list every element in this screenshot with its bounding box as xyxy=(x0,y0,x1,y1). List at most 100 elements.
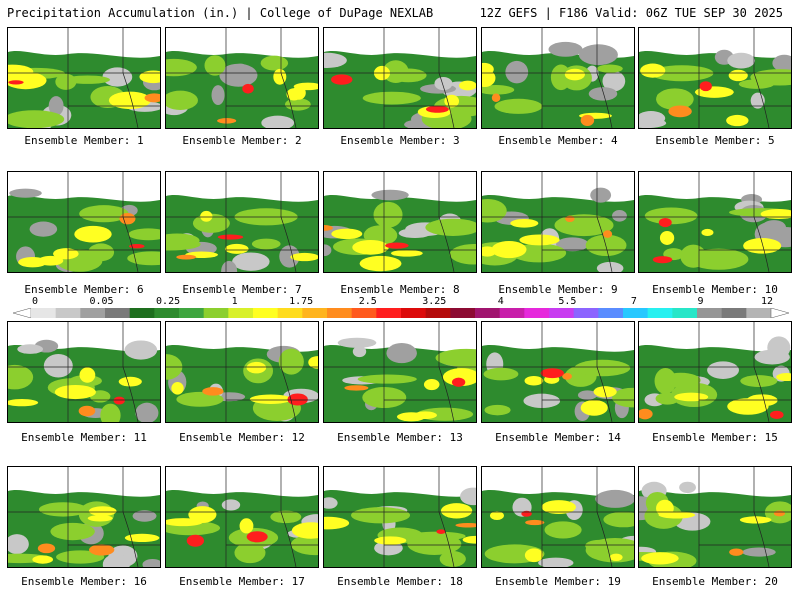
precip-map xyxy=(166,28,318,128)
member-label: Ensemble Member: 13 xyxy=(337,431,463,444)
legend-swatch xyxy=(573,308,599,318)
legend-swatch xyxy=(351,308,377,318)
precip-map xyxy=(324,28,476,128)
legend-swatch xyxy=(598,308,624,318)
precip-map xyxy=(639,467,791,567)
precip-map xyxy=(166,467,318,567)
legend-swatch xyxy=(697,308,723,318)
legend-tick: 0.05 xyxy=(89,296,114,307)
precip-map xyxy=(166,172,318,272)
member-label: Ensemble Member: 4 xyxy=(498,134,618,147)
member-map-panel xyxy=(638,321,792,423)
member-label: Ensemble Member: 17 xyxy=(179,575,305,588)
member-label: Ensemble Member: 15 xyxy=(652,431,778,444)
legend-tick: 0.25 xyxy=(156,296,181,307)
legend-swatch xyxy=(203,308,229,318)
legend-swatch xyxy=(228,308,254,318)
member-label: Ensemble Member: 14 xyxy=(495,431,621,444)
legend-swatch xyxy=(80,308,106,318)
precip-map xyxy=(639,322,791,422)
chart-title: Precipitation Accumulation (in.) | Colle… xyxy=(7,6,434,20)
legend-swatch xyxy=(302,308,328,318)
member-label: Ensemble Member: 12 xyxy=(179,431,305,444)
member-label: Ensemble Member: 16 xyxy=(21,575,147,588)
member-map-panel xyxy=(638,27,792,129)
legend-swatch xyxy=(253,308,279,318)
legend-tick: 4 xyxy=(497,296,504,307)
precip-map xyxy=(482,172,634,272)
legend-swatch xyxy=(450,308,476,318)
legend-low-arrow xyxy=(13,308,32,318)
member-map-panel xyxy=(7,27,161,129)
legend-color-bar xyxy=(13,308,789,318)
member-label: Ensemble Member: 1 xyxy=(24,134,144,147)
precip-map xyxy=(482,28,634,128)
legend-tick: 3.25 xyxy=(422,296,447,307)
member-map-panel xyxy=(165,466,319,568)
member-map-panel xyxy=(165,321,319,423)
member-label: Ensemble Member: 11 xyxy=(21,431,147,444)
legend-swatch xyxy=(746,308,772,318)
legend-swatch xyxy=(401,308,427,318)
member-label: Ensemble Member: 5 xyxy=(655,134,775,147)
legend-high-arrow xyxy=(770,308,789,318)
legend-tick: 2.5 xyxy=(358,296,377,307)
precip-map xyxy=(324,172,476,272)
legend-tick: 5.5 xyxy=(558,296,577,307)
legend-swatch xyxy=(524,308,550,318)
member-label: Ensemble Member: 10 xyxy=(652,283,778,296)
precip-map xyxy=(639,172,791,272)
member-map-panel xyxy=(481,171,635,273)
member-map-panel xyxy=(638,171,792,273)
legend-swatch xyxy=(31,308,57,318)
member-map-panel xyxy=(638,466,792,568)
legend-swatch xyxy=(425,308,451,318)
member-map-panel xyxy=(323,171,477,273)
member-map-panel xyxy=(481,27,635,129)
precip-map xyxy=(166,322,318,422)
legend-tick: 12 xyxy=(760,296,774,307)
legend-swatch xyxy=(277,308,303,318)
member-map-panel xyxy=(7,321,161,423)
member-label: Ensemble Member: 8 xyxy=(340,283,460,296)
legend-swatch xyxy=(499,308,525,318)
member-map-panel xyxy=(7,171,161,273)
member-label: Ensemble Member: 6 xyxy=(24,283,144,296)
member-label: Ensemble Member: 9 xyxy=(498,283,618,296)
member-label: Ensemble Member: 18 xyxy=(337,575,463,588)
precip-map xyxy=(482,322,634,422)
legend-tick: 1.75 xyxy=(289,296,314,307)
run-valid-time: 12Z GEFS | F186 Valid: 06Z TUE SEP 30 20… xyxy=(479,6,783,20)
member-label: Ensemble Member: 2 xyxy=(182,134,302,147)
precip-map xyxy=(8,467,160,567)
member-label: Ensemble Member: 3 xyxy=(340,134,460,147)
legend-swatch xyxy=(672,308,698,318)
precip-map xyxy=(8,172,160,272)
precip-map xyxy=(8,28,160,128)
member-map-panel xyxy=(481,466,635,568)
member-map-panel xyxy=(323,466,477,568)
legend-swatch xyxy=(179,308,205,318)
legend-swatch xyxy=(475,308,501,318)
legend-swatch xyxy=(647,308,673,318)
member-map-panel xyxy=(481,321,635,423)
legend-swatch xyxy=(105,308,131,318)
precip-map xyxy=(324,467,476,567)
member-map-panel xyxy=(323,27,477,129)
member-label: Ensemble Member: 20 xyxy=(652,575,778,588)
precip-map xyxy=(482,467,634,567)
precip-map xyxy=(8,322,160,422)
color-scale-legend: 0 0.05 0.25 1 1.75 2.5 3.25 4 5.5 7 9 12 xyxy=(13,296,789,320)
legend-tick: 0 xyxy=(31,296,39,307)
precip-map xyxy=(639,28,791,128)
member-label: Ensemble Member: 7 xyxy=(182,283,302,296)
legend-swatch xyxy=(376,308,402,318)
member-map-panel xyxy=(165,27,319,129)
precip-map xyxy=(324,322,476,422)
legend-swatch xyxy=(55,308,81,318)
member-map-panel xyxy=(323,321,477,423)
member-label: Ensemble Member: 19 xyxy=(495,575,621,588)
legend-swatch xyxy=(327,308,353,318)
legend-swatch xyxy=(721,308,747,318)
legend-tick: 9 xyxy=(697,296,704,307)
